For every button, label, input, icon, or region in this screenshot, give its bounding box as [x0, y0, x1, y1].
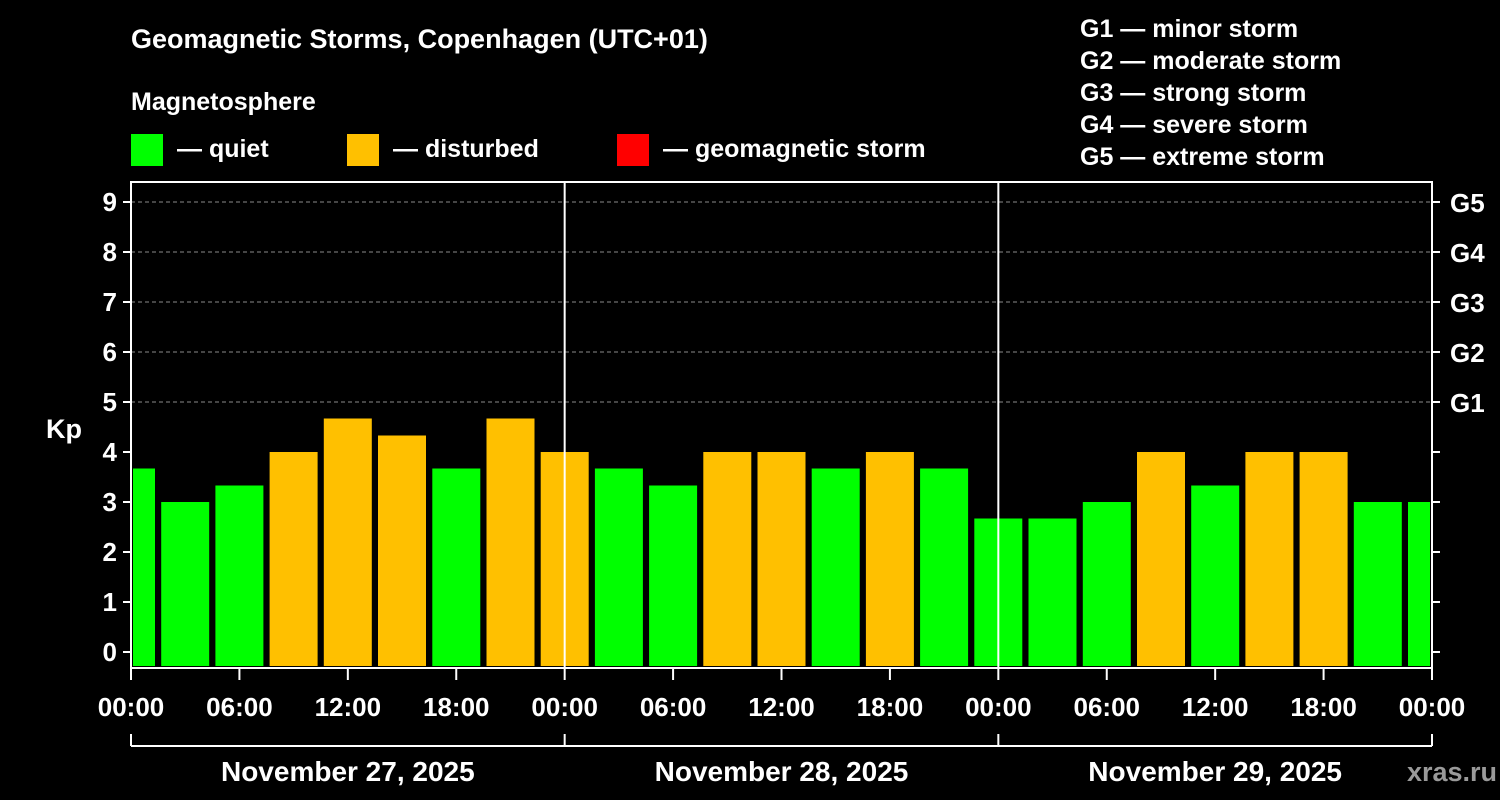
bar [323, 418, 372, 666]
legend-label-quiet: — quiet [177, 135, 269, 163]
bar [215, 485, 264, 666]
y-tick-label: 0 [103, 637, 117, 667]
y-ticks: 0 1 2 3 4 5 6 7 8 9 [103, 187, 1440, 667]
storm-scale-g2: G2 — moderate storm [1080, 47, 1341, 75]
bar [1082, 502, 1131, 666]
bar [1028, 518, 1077, 666]
y-tick-label: 3 [103, 487, 117, 517]
y-tick-label: 4 [103, 437, 118, 467]
storm-scale-g5: G5 — extreme storm [1080, 143, 1325, 171]
chart-title: Geomagnetic Storms, Copenhagen (UTC+01) [131, 24, 708, 54]
watermark: xras.ru [1407, 757, 1497, 787]
bar [1191, 485, 1240, 666]
y-tick-label: 8 [103, 237, 117, 267]
g-level-label-g1: G1 [1450, 388, 1485, 418]
bar [1408, 502, 1430, 666]
x-ticks: 00:00 06:00 12:00 18:00 00:00 06:00 12:00 18:00… [98, 668, 1466, 722]
x-tick-label: 12:00 [315, 692, 382, 722]
x-tick-label: 06:00 [640, 692, 707, 722]
x-tick-label: 00:00 [531, 692, 598, 722]
y-axis-label: Kp [46, 414, 82, 444]
date-label: November 29, 2025 [1088, 756, 1342, 787]
bar [161, 502, 210, 666]
bar [649, 485, 698, 666]
y-tick-label: 1 [103, 587, 117, 617]
legend-swatch-storm [617, 134, 649, 166]
y-tick-label: 6 [103, 337, 117, 367]
day-separators [563, 182, 1000, 668]
date-label: November 27, 2025 [221, 756, 475, 787]
legend-label-storm: — geomagnetic storm [663, 135, 926, 163]
date-axis: November 27, 2025 November 28, 2025 Novemb… [130, 734, 1433, 787]
bar [1137, 452, 1185, 666]
x-tick-label: 00:00 [98, 692, 165, 722]
storm-scale-g4: G4 — severe storm [1080, 111, 1308, 139]
date-label: November 28, 2025 [655, 756, 909, 787]
legend-label-disturbed: — disturbed [393, 135, 539, 163]
y-tick-label: 7 [103, 287, 117, 317]
bar [594, 468, 643, 666]
g-level-label-g2: G2 [1450, 338, 1485, 368]
x-tick-label: 00:00 [1399, 692, 1466, 722]
bar [486, 418, 535, 666]
x-tick-label: 12:00 [1182, 692, 1249, 722]
bar [920, 468, 969, 666]
y-tick-label: 5 [103, 387, 117, 417]
bar [133, 468, 155, 666]
x-tick-label: 06:00 [206, 692, 273, 722]
legend-swatch-quiet [131, 134, 163, 166]
y-tick-label: 9 [103, 187, 117, 217]
g-level-label-g4: G4 [1450, 238, 1485, 268]
g-level-label-g3: G3 [1450, 288, 1485, 318]
y-tick-label: 2 [103, 537, 117, 567]
bar [432, 468, 481, 666]
grid-lines [131, 201, 1432, 403]
storm-scale-g3: G3 — strong storm [1080, 79, 1306, 107]
x-tick-label: 12:00 [748, 692, 815, 722]
bar [269, 452, 318, 666]
x-tick-label: 00:00 [965, 692, 1032, 722]
bar [757, 452, 806, 666]
x-tick-label: 18:00 [1290, 692, 1357, 722]
bars [133, 418, 1430, 666]
legend-title: Magnetosphere [131, 88, 316, 116]
g-level-labels: G1 G2 G3 G4 G5 [1450, 188, 1485, 418]
bar [703, 452, 752, 666]
x-tick-label: 18:00 [857, 692, 924, 722]
bar [1353, 502, 1402, 666]
bar [1299, 452, 1348, 666]
legend-swatch-disturbed [347, 134, 379, 166]
x-tick-label: 18:00 [423, 692, 490, 722]
bar [865, 452, 914, 666]
g-level-label-g5: G5 [1450, 188, 1485, 218]
x-tick-label: 06:00 [1074, 692, 1141, 722]
bar [1245, 452, 1294, 666]
bar [811, 468, 860, 666]
bar [378, 435, 426, 666]
storm-scale-g1: G1 — minor storm [1080, 15, 1298, 43]
